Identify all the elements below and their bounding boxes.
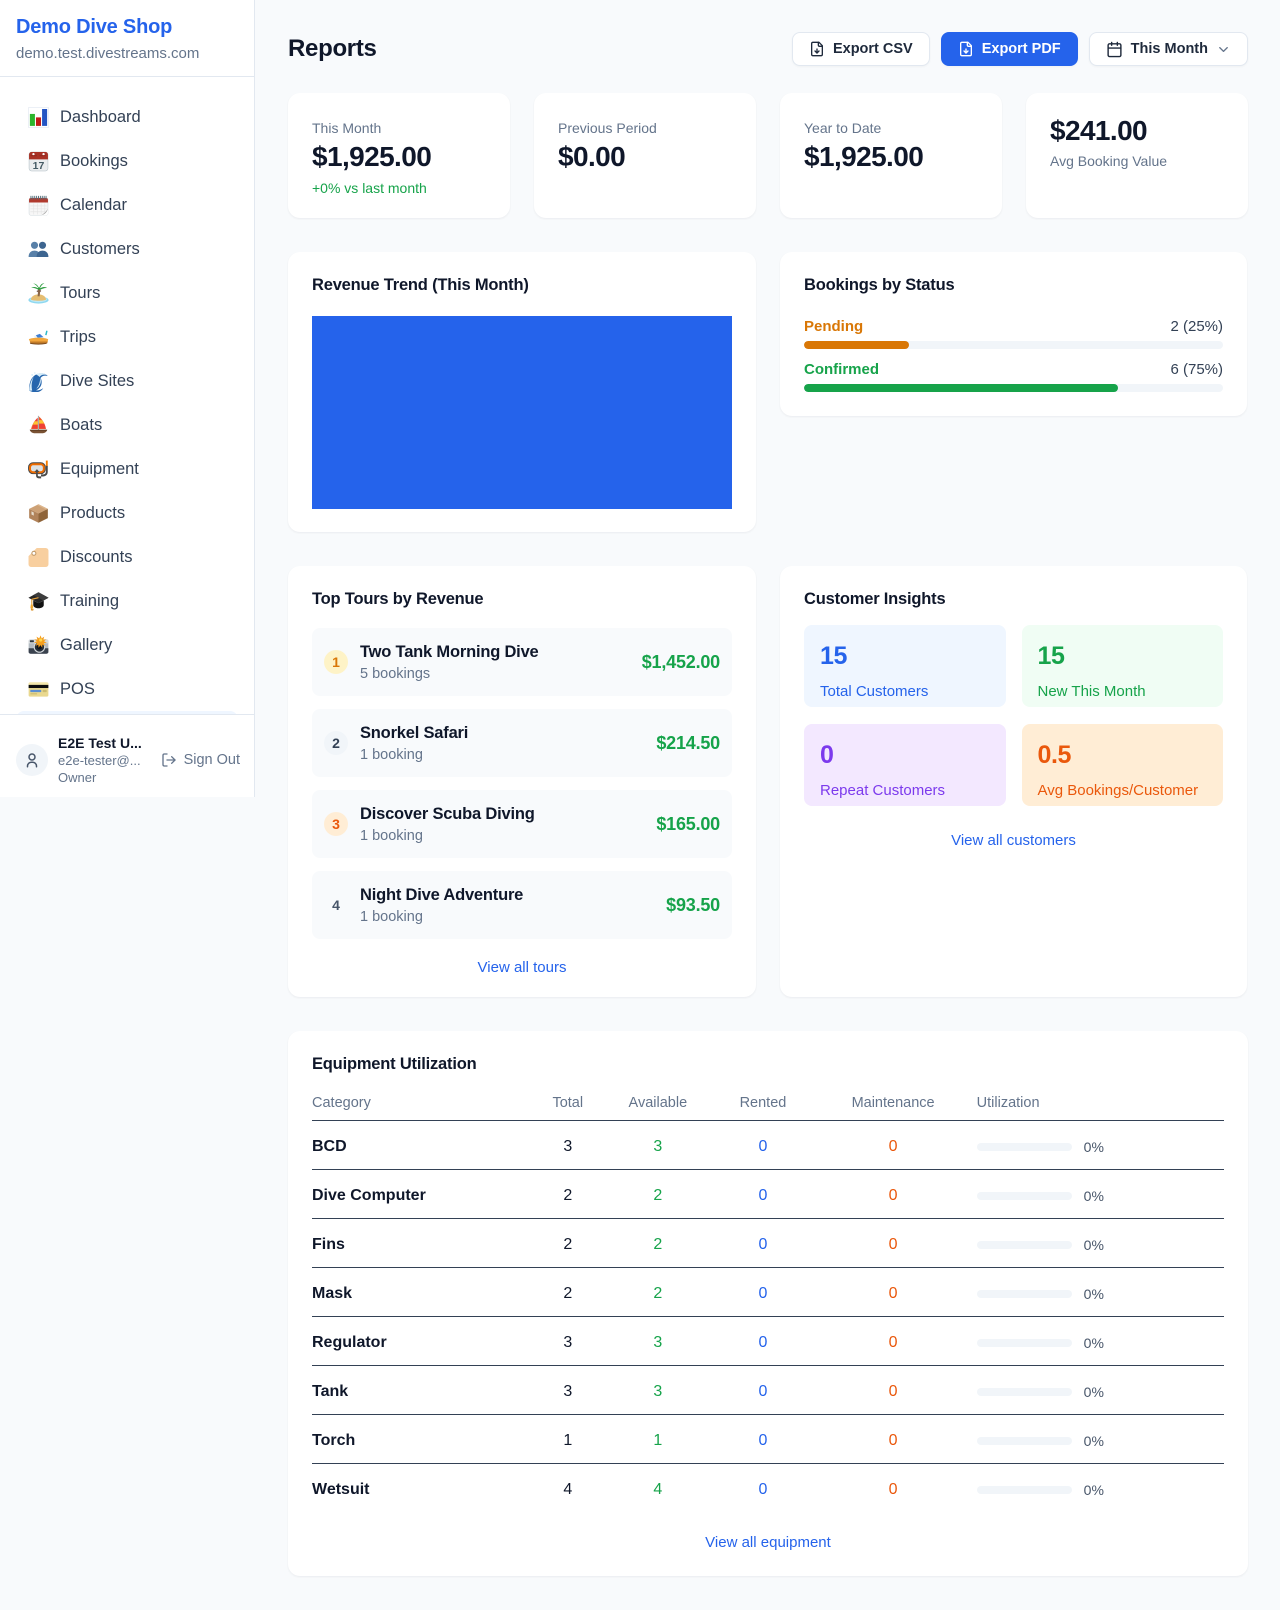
svg-text:17: 17 <box>33 159 45 171</box>
